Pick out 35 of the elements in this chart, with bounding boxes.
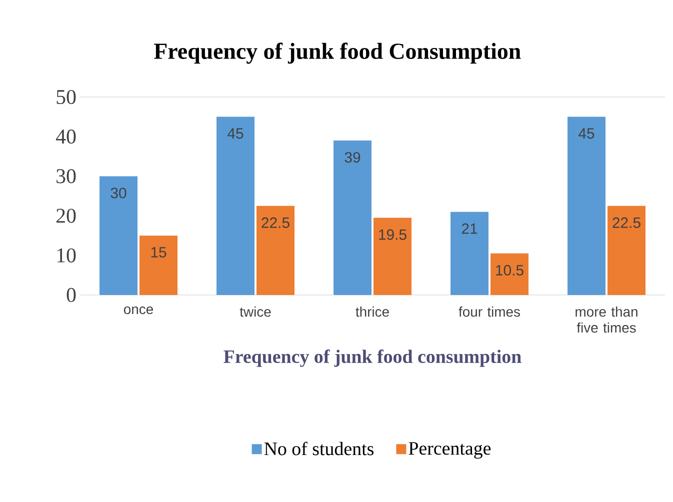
x-tick-label: four times xyxy=(458,306,520,317)
data-label: 45 xyxy=(578,128,594,139)
x-tick-label: twice xyxy=(240,306,271,317)
y-tick-label: 30 xyxy=(56,169,76,184)
bar xyxy=(490,253,529,295)
data-label: 21 xyxy=(462,223,478,234)
data-label: 22.5 xyxy=(612,217,640,228)
x-tick-label: more than five times xyxy=(576,306,638,333)
bar xyxy=(216,116,255,295)
data-label: 22.5 xyxy=(262,217,290,228)
bar xyxy=(334,140,372,295)
y-tick-label: 50 xyxy=(56,90,76,104)
bar xyxy=(450,212,489,295)
data-label: 30 xyxy=(110,188,126,198)
data-label: 10.5 xyxy=(496,264,524,276)
bar xyxy=(608,206,646,295)
bar xyxy=(374,218,412,295)
y-tick-label: 20 xyxy=(56,208,76,223)
chart-title: Frequency of junk food Consumption xyxy=(154,42,521,64)
bar xyxy=(256,206,295,295)
x-axis-title: Frequency of junk food consumption xyxy=(224,350,522,367)
data-label: 19.5 xyxy=(379,229,406,240)
y-tick-label: 10 xyxy=(57,248,76,262)
bar xyxy=(100,176,138,295)
x-tick-label: thrice xyxy=(356,306,389,317)
legend-label: Percentage xyxy=(408,442,491,459)
bar xyxy=(568,116,606,295)
x-tick-label: once xyxy=(124,306,154,314)
y-tick-label: 40 xyxy=(56,130,76,144)
legend-label: No of students xyxy=(264,442,374,456)
data-label: 15 xyxy=(151,247,166,258)
bar xyxy=(140,236,178,295)
y-tick-label: 0 xyxy=(66,288,76,302)
data-label: 45 xyxy=(228,128,244,139)
data-label: 39 xyxy=(344,152,360,163)
